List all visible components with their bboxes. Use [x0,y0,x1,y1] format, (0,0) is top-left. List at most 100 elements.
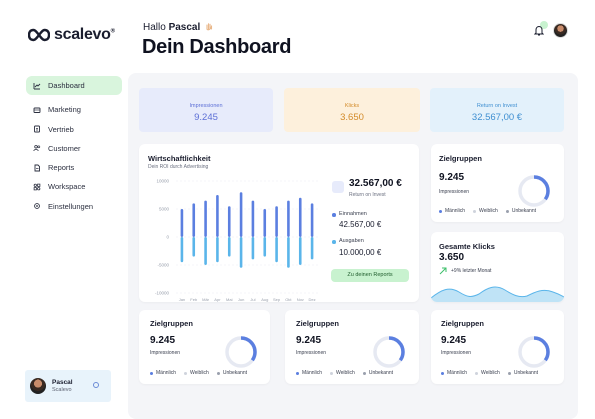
donut-arc [373,336,405,368]
clicks-area-chart [431,286,564,302]
avatar [30,378,46,394]
income-dot [332,213,336,217]
card-title: Zielgruppen [439,154,482,163]
chart-icon [33,82,41,89]
sidebar-item-vertrieb[interactable]: Vertrieb [26,120,122,139]
document-icon [34,164,40,172]
grid-icon [33,183,41,191]
legend-item: Weiblich [184,370,209,376]
kpi-value: 3.650 [340,112,364,123]
zielgruppen-value: 9.245 [150,335,176,346]
sidebar-item-label: Customer [48,143,81,153]
notification-badge [540,21,548,29]
card-title: Wirtschaftlichkeit [148,154,211,163]
header-avatar[interactable] [553,23,568,38]
donut-chart [373,336,405,368]
income-label: Einnahmen [339,211,367,217]
expense-dot [332,240,336,244]
user-info: Pascal Scalevo [52,379,73,393]
zielgruppen-legend: Männlich Weiblich Unbekannt [439,208,536,214]
legend-item: Weiblich [473,208,498,214]
brand-logo[interactable]: scalevo® [28,26,115,44]
area-fill [431,287,564,302]
infinity-logo-icon [28,28,50,42]
sidebar-user-card[interactable]: Pascal Scalevo [25,370,111,402]
legend-item: Männlich [150,370,176,376]
donut-chart [518,175,550,207]
sidebar-nav: Dashboard Marketing Vertrieb Customer Re… [26,76,122,216]
zielgruppen-legend: Männlich Weiblich Unbekannt [150,370,247,376]
legend-item: Unbekannt [216,370,247,376]
wave-hand-icon [206,23,213,31]
gear-icon [34,203,40,210]
users-icon [33,145,41,152]
kpi-klicks[interactable]: Klicks 3.650 [284,88,420,132]
zielgruppen-subtitle: Impressionen [150,350,181,356]
user-name: Pascal [52,379,73,386]
sidebar-item-label: Dashboard [48,81,85,90]
megaphone-icon [33,107,41,113]
kpi-label: Return on Invest [476,103,518,109]
zielgruppen-card: Zielgruppen 9.245 Impressionen Männlich … [285,310,419,384]
income-value: 42.567,00 € [339,220,382,229]
card-title: Zielgruppen [150,319,193,328]
bell-icon[interactable] [534,25,544,36]
sidebar-item-dashboard[interactable]: Dashboard [26,76,122,95]
page-title: Dein Dashboard [142,36,292,58]
kpi-roi[interactable]: Return on Invest 32.567,00 € [430,88,564,132]
briefcase-icon [34,125,40,133]
reports-button[interactable]: Zu deinen Reports [331,269,409,282]
roi-value: 32.567,00 € [349,178,402,189]
trend-up-icon [439,267,447,275]
sidebar-item-einstellungen[interactable]: Einstellungen [26,197,122,216]
sidebar-item-label: Vertrieb [48,124,74,134]
zielgruppen-value: 9.245 [439,172,465,183]
sidebar-item-reports[interactable]: Reports [26,158,122,177]
card-title: Zielgruppen [441,319,484,328]
legend-item: Weiblich [475,370,500,376]
clicks-trend: +9% letzter Monat [439,267,491,275]
legend-item: Weiblich [330,370,355,376]
zielgruppen-subtitle: Impressionen [441,350,472,356]
zielgruppen-legend: Männlich Weiblich Unbekannt [296,370,393,376]
donut-arc [518,175,550,207]
sidebar-item-label: Marketing [48,105,81,115]
area-line [431,286,564,299]
card-subtitle: Dein ROI durch Advertising [148,164,209,170]
donut-arc [225,336,257,368]
zielgruppen-card: Zielgruppen 9.245 Impressionen Männlich … [139,310,270,384]
kpi-label: Klicks [344,103,360,109]
legend-item: Unbekannt [507,370,538,376]
kpi-impressionen[interactable]: Impressionen 9.245 [139,88,273,132]
sidebar-item-marketing[interactable]: Marketing [26,100,122,119]
sidebar-item-label: Einstellungen [48,201,94,211]
kpi-label: Impressionen [189,103,223,109]
zielgruppen-value: 9.245 [441,335,467,346]
legend-item: Männlich [296,370,322,376]
user-company: Scalevo [52,387,72,393]
donut-chart [518,336,550,368]
legend-item: Männlich [441,370,467,376]
zielgruppen-subtitle: Impressionen [439,189,470,195]
legend-item: Männlich [439,208,465,214]
donut-arc [518,336,550,368]
sidebar-item-workspace[interactable]: Workspace [26,177,122,196]
greeting: Hallo Pascal [143,22,214,33]
card-title: Gesamte Klicks [439,242,495,251]
sidebar-item-label: Reports [48,163,75,173]
expense-value: 10.000,00 € [339,248,382,257]
sidebar-item-customer[interactable]: Customer [26,139,122,158]
expense-label: Ausgaben [339,238,364,244]
zielgruppen-subtitle: Impressionen [296,350,327,356]
gesamte-klicks-card: Gesamte Klicks 3.650 +9% letzter Monat [431,232,564,302]
card-title: Zielgruppen [296,319,339,328]
zielgruppen-card: Zielgruppen 9.245 Impressionen Männlich … [431,144,564,222]
zielgruppen-legend: Männlich Weiblich Unbekannt [441,370,538,376]
user-settings-icon[interactable] [93,382,99,388]
clicks-value: 3.650 [439,252,465,263]
sidebar-item-label: Workspace [48,182,86,192]
calculator-icon [332,181,344,193]
legend-item: Unbekannt [362,370,393,376]
brand-name: scalevo® [54,26,115,43]
